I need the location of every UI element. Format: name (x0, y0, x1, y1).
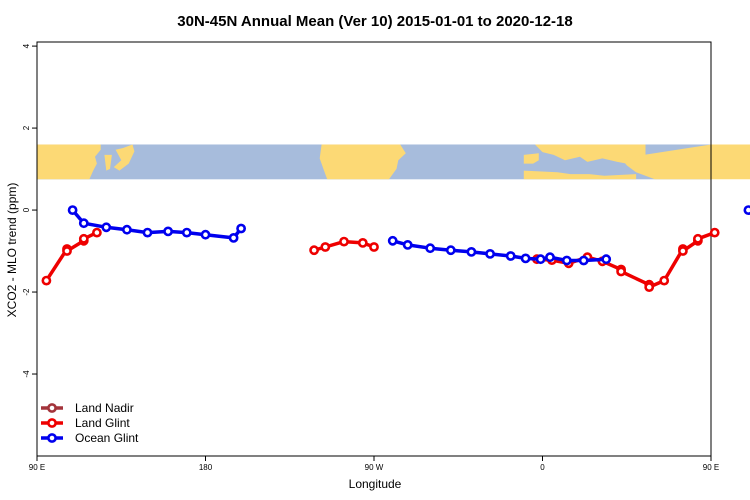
data-point (339, 236, 349, 247)
x-tick-label: 90 E (703, 463, 719, 472)
data-point (320, 242, 331, 252)
y-tick-label: 4 (22, 43, 31, 48)
x-axis-label: Longitude (349, 477, 402, 491)
x-tick-label: 180 (199, 463, 213, 472)
data-point (92, 227, 102, 238)
series-line (71, 208, 243, 240)
map-land-japan-left (113, 144, 135, 171)
data-point (357, 237, 368, 248)
data-point (369, 242, 379, 252)
data-point (520, 253, 531, 264)
data-point (236, 223, 246, 234)
data-point (41, 275, 52, 286)
map-strip (37, 144, 750, 180)
data-point (485, 248, 495, 259)
legend-label: Ocean Glint (75, 431, 139, 445)
map-land-north-america (319, 144, 406, 180)
data-point (78, 218, 89, 229)
map-land-asia-right (711, 144, 750, 180)
data-point (743, 205, 750, 215)
legend-marker (47, 433, 57, 443)
data-point (402, 239, 413, 250)
data-point (466, 246, 477, 257)
legend-marker (47, 403, 57, 413)
data-point (163, 226, 173, 237)
y-tick-label: 2 (22, 125, 31, 130)
data-point (142, 227, 153, 238)
y-axis-label: XCO2 - MLO trend (ppm) (5, 183, 19, 318)
legend-label: Land Glint (75, 416, 130, 430)
x-tick-label: 90 W (365, 463, 384, 472)
data-point (616, 266, 626, 277)
data-point (678, 246, 688, 256)
legend-item: Land Glint (41, 416, 130, 430)
data-point (709, 227, 720, 238)
data-point (601, 254, 612, 265)
data-point (545, 252, 555, 263)
series-line (392, 239, 607, 263)
y-tick-label: -4 (22, 370, 31, 378)
data-point (693, 233, 703, 244)
data-point (309, 245, 319, 256)
data-point (425, 243, 436, 254)
map-land-middle-asia (621, 144, 711, 180)
legend-item: Ocean Glint (41, 431, 139, 445)
y-tick-label: -2 (22, 288, 31, 296)
x-tick-label: 90 E (29, 463, 45, 472)
data-point (659, 275, 670, 286)
data-point (181, 227, 192, 238)
data-point (200, 229, 211, 240)
legend-marker (47, 418, 57, 428)
map-land-iberia (523, 153, 539, 164)
map-land-korea-left (104, 154, 112, 171)
x-tick-label: 0 (540, 463, 545, 472)
map-land-africa-north (523, 170, 637, 180)
data-point (535, 254, 546, 265)
data-point (445, 245, 456, 256)
series-line (44, 231, 98, 282)
data-point (78, 233, 89, 244)
data-point (644, 282, 655, 292)
data-point (578, 255, 589, 266)
y-tick-label: 0 (22, 207, 31, 212)
legend-label: Land Nadir (75, 401, 134, 415)
data-point (101, 222, 112, 233)
series-ocean-glint (67, 205, 750, 266)
map-land-europe (535, 144, 646, 164)
series-layer (41, 205, 750, 292)
chart-title: 30N-45N Annual Mean (Ver 10) 2015-01-01 … (177, 13, 572, 30)
data-point (67, 205, 78, 215)
map-land-asia-left (37, 144, 101, 180)
data-point (561, 255, 572, 266)
legend-item: Land Nadir (41, 401, 134, 415)
y-axis: 4 2 0 -2 -4 (22, 43, 37, 378)
data-point (505, 251, 516, 261)
data-point (62, 246, 72, 256)
series-land-glint (41, 227, 720, 292)
data-point (387, 235, 398, 246)
data-point (122, 224, 132, 235)
data-point (228, 232, 239, 243)
